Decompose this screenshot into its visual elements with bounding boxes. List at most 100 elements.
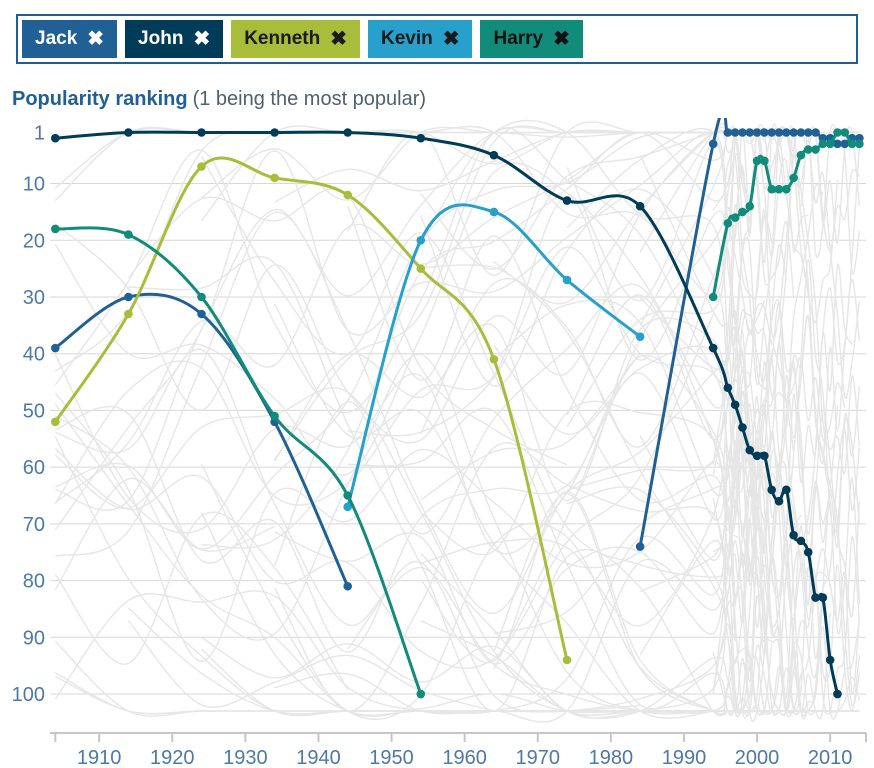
series-dot-harry[interactable] bbox=[840, 128, 850, 137]
series-dot-jack[interactable] bbox=[197, 309, 206, 319]
series-dot-kenneth[interactable] bbox=[562, 655, 572, 665]
series-line-kevin[interactable] bbox=[346, 203, 642, 509]
series-dot-kenneth[interactable] bbox=[343, 190, 353, 200]
series-dot-jack[interactable] bbox=[730, 128, 740, 137]
series-dot-john[interactable] bbox=[343, 128, 353, 137]
series-dot-jack[interactable] bbox=[767, 128, 776, 137]
series-dot-john[interactable] bbox=[767, 485, 776, 495]
series-dot-john[interactable] bbox=[416, 133, 426, 143]
series-dot-harry[interactable] bbox=[51, 224, 60, 234]
series-dot-john[interactable] bbox=[789, 530, 798, 540]
series-dot-john[interactable] bbox=[489, 150, 499, 160]
series-dot-kenneth[interactable] bbox=[124, 309, 133, 319]
series-dot-john[interactable] bbox=[708, 343, 718, 353]
series-dot-harry[interactable] bbox=[738, 207, 747, 217]
series-dot-harry[interactable] bbox=[197, 292, 206, 302]
series-dot-harry[interactable] bbox=[796, 150, 806, 160]
series-dot-jack[interactable] bbox=[51, 343, 60, 353]
name-tag-kevin[interactable]: Kevin ✖ bbox=[367, 20, 473, 58]
series-dot-jack[interactable] bbox=[752, 128, 762, 137]
series-dot-john[interactable] bbox=[51, 133, 60, 143]
series-dot-jack[interactable] bbox=[723, 128, 733, 137]
series-dot-harry[interactable] bbox=[782, 184, 791, 194]
series-dot-harry[interactable] bbox=[855, 139, 864, 149]
series-dot-john[interactable] bbox=[803, 547, 813, 557]
remove-name-icon[interactable]: ✖ bbox=[330, 28, 347, 50]
series-dot-kevin[interactable] bbox=[489, 207, 499, 217]
series-dot-harry[interactable] bbox=[708, 292, 718, 302]
series-dot-harry[interactable] bbox=[811, 145, 820, 154]
series-dot-harry[interactable] bbox=[752, 156, 762, 166]
series-dot-jack[interactable] bbox=[796, 128, 806, 137]
series-dot-kenneth[interactable] bbox=[197, 162, 206, 171]
remove-name-icon[interactable]: ✖ bbox=[553, 28, 570, 50]
series-dot-jack[interactable] bbox=[833, 139, 842, 149]
series-dot-john[interactable] bbox=[811, 593, 820, 602]
series-dot-jack[interactable] bbox=[811, 128, 820, 137]
series-dot-harry[interactable] bbox=[767, 184, 776, 194]
name-tag-harry[interactable]: Harry ✖ bbox=[480, 20, 583, 58]
series-dot-jack[interactable] bbox=[124, 292, 133, 302]
background-name-line bbox=[274, 672, 641, 715]
remove-name-icon[interactable]: ✖ bbox=[193, 28, 211, 50]
series-dot-john[interactable] bbox=[270, 128, 279, 137]
series-dot-john[interactable] bbox=[833, 689, 842, 699]
series-dot-kevin[interactable] bbox=[416, 235, 426, 245]
series-dot-john[interactable] bbox=[738, 423, 747, 432]
series-dot-jack[interactable] bbox=[774, 128, 784, 137]
series-dot-harry[interactable] bbox=[789, 173, 798, 183]
series-dot-harry[interactable] bbox=[774, 184, 784, 194]
name-tag-john[interactable]: John ✖ bbox=[125, 20, 224, 58]
series-dot-harry[interactable] bbox=[745, 201, 755, 211]
series-dot-john[interactable] bbox=[730, 400, 740, 410]
series-dot-kenneth[interactable] bbox=[416, 264, 426, 273]
series-dot-john[interactable] bbox=[818, 593, 828, 602]
series-dot-kenneth[interactable] bbox=[489, 355, 499, 364]
series-dot-jack[interactable] bbox=[745, 128, 755, 137]
remove-name-icon[interactable]: ✖ bbox=[87, 28, 105, 50]
series-dot-jack[interactable] bbox=[782, 128, 791, 137]
series-dot-jack[interactable] bbox=[789, 128, 798, 137]
series-dot-harry[interactable] bbox=[833, 128, 842, 137]
series-dot-john[interactable] bbox=[752, 451, 762, 461]
series-dot-john[interactable] bbox=[760, 451, 769, 461]
series-dot-harry[interactable] bbox=[416, 689, 426, 699]
series-dot-harry[interactable] bbox=[825, 139, 835, 149]
series-dot-harry[interactable] bbox=[803, 145, 813, 154]
series-dot-harry[interactable] bbox=[847, 139, 857, 149]
series-dot-kevin[interactable] bbox=[562, 275, 572, 285]
series-dot-kevin[interactable] bbox=[343, 502, 353, 512]
series-dot-john[interactable] bbox=[774, 496, 784, 506]
series-dot-john[interactable] bbox=[124, 128, 133, 137]
series-dot-jack[interactable] bbox=[803, 128, 813, 137]
series-dot-kenneth[interactable] bbox=[51, 417, 60, 427]
series-dot-john[interactable] bbox=[723, 383, 733, 393]
series-dot-john[interactable] bbox=[562, 196, 572, 205]
name-tag-jack[interactable]: Jack ✖ bbox=[22, 20, 118, 58]
series-dot-john[interactable] bbox=[825, 655, 835, 665]
series-dot-john[interactable] bbox=[782, 485, 791, 495]
series-dot-harry[interactable] bbox=[818, 139, 828, 149]
series-dot-jack[interactable] bbox=[738, 128, 747, 137]
name-tag-kenneth[interactable]: Kenneth ✖ bbox=[231, 20, 360, 58]
series-dot-harry[interactable] bbox=[124, 230, 133, 239]
series-dot-jack[interactable] bbox=[635, 542, 645, 551]
series-dot-john[interactable] bbox=[635, 201, 645, 211]
series-dot-jack[interactable] bbox=[343, 581, 353, 591]
series-dot-harry[interactable] bbox=[723, 218, 733, 228]
series-line-jack[interactable] bbox=[53, 292, 350, 588]
series-dot-harry[interactable] bbox=[760, 156, 769, 166]
series-dot-jack[interactable] bbox=[840, 139, 850, 149]
series-line-kenneth[interactable] bbox=[53, 156, 569, 662]
series-dot-harry[interactable] bbox=[270, 411, 279, 421]
series-dot-harry[interactable] bbox=[730, 213, 740, 222]
series-dot-kevin[interactable] bbox=[635, 332, 645, 341]
series-dot-john[interactable] bbox=[197, 128, 206, 137]
series-dot-kenneth[interactable] bbox=[270, 173, 279, 183]
series-dot-jack[interactable] bbox=[760, 128, 769, 137]
series-dot-jack[interactable] bbox=[708, 139, 718, 149]
series-dot-john[interactable] bbox=[796, 536, 806, 546]
remove-name-icon[interactable]: ✖ bbox=[442, 28, 460, 50]
series-dot-john[interactable] bbox=[745, 445, 755, 455]
series-dot-harry[interactable] bbox=[343, 491, 353, 500]
